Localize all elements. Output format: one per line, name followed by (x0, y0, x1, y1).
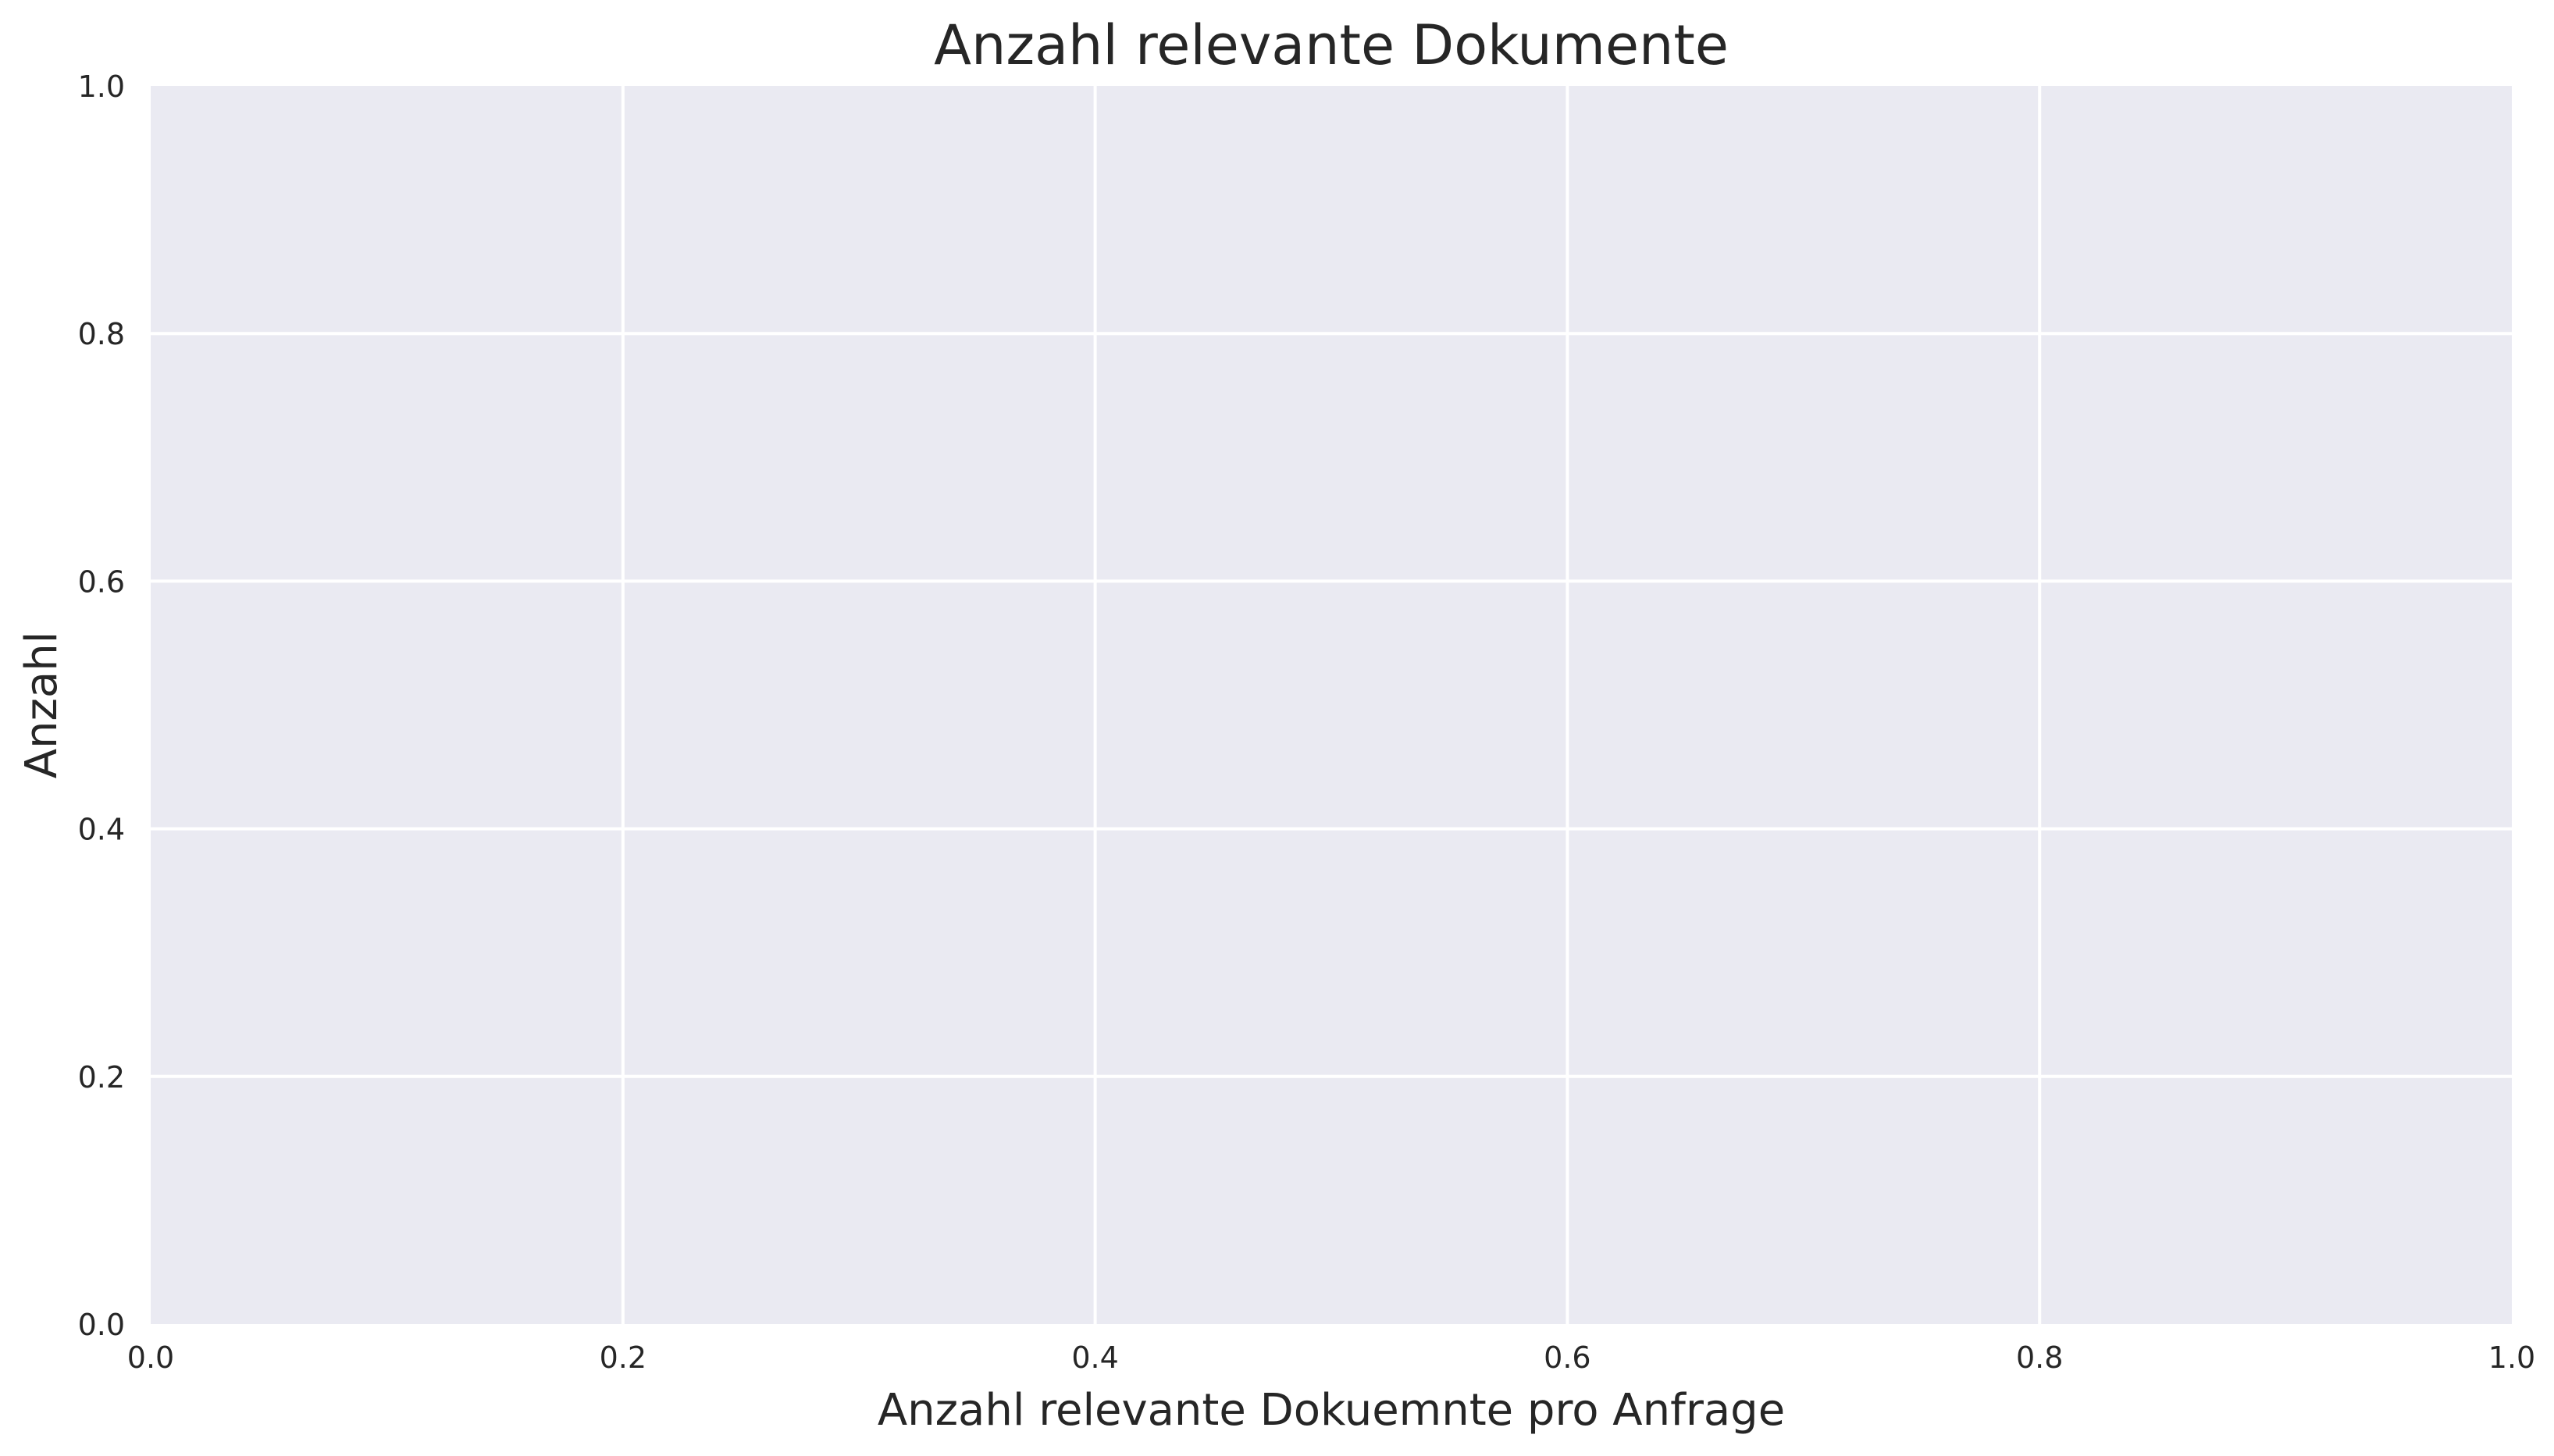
x-axis-label: Anzahl relevante Dokuemnte pro Anfrage (878, 1385, 1785, 1436)
y-tick-label: 0.8 (78, 317, 125, 351)
y-tick-label: 0.2 (78, 1060, 125, 1095)
x-tick-label: 0.0 (127, 1340, 174, 1375)
y-tick-label: 1.0 (78, 69, 125, 104)
y-axis-label: Anzahl (16, 632, 67, 779)
x-tick-label: 1.0 (2488, 1340, 2535, 1375)
plot-area (151, 86, 2512, 1324)
y-tick-label: 0.4 (78, 813, 125, 847)
chart-title: Anzahl relevante Dokumente (934, 13, 1729, 77)
x-axis-ticks: 0.0 0.2 0.4 0.6 0.8 1.0 (127, 1340, 2535, 1375)
x-tick-label: 0.6 (1544, 1340, 1590, 1375)
x-tick-label: 0.8 (2016, 1340, 2063, 1375)
x-tick-label: 0.4 (1071, 1340, 1118, 1375)
x-tick-label: 0.2 (600, 1340, 647, 1375)
x-grid-lines (621, 86, 2042, 1324)
y-tick-label: 0.0 (78, 1308, 125, 1342)
y-axis-ticks: 0.0 0.2 0.4 0.6 0.8 1.0 (78, 69, 125, 1342)
y-tick-label: 0.6 (78, 564, 125, 599)
y-grid-lines (151, 332, 2512, 1078)
